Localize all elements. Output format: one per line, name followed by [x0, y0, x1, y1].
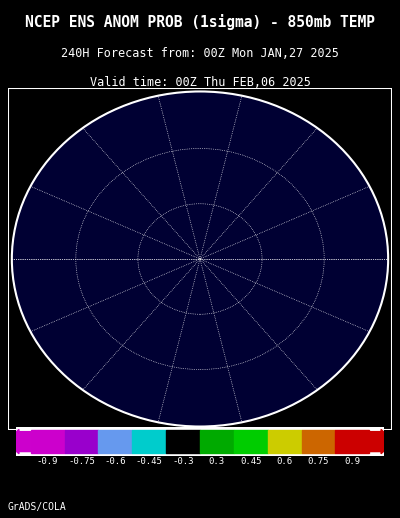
- Bar: [200, 430, 234, 453]
- Text: -0.6: -0.6: [105, 457, 126, 466]
- Bar: [31, 430, 64, 453]
- Text: 0.3: 0.3: [209, 457, 225, 466]
- Text: 0.75: 0.75: [308, 457, 329, 466]
- Text: -0.45: -0.45: [136, 457, 163, 466]
- Bar: [64, 430, 98, 453]
- Text: 240H Forecast from: 00Z Mon JAN,27 2025: 240H Forecast from: 00Z Mon JAN,27 2025: [61, 47, 339, 60]
- Bar: [302, 430, 336, 453]
- Text: 0.6: 0.6: [276, 457, 293, 466]
- Text: Valid time: 00Z Thu FEB,06 2025: Valid time: 00Z Thu FEB,06 2025: [90, 77, 310, 90]
- Text: -0.9: -0.9: [37, 457, 58, 466]
- Bar: [336, 430, 369, 453]
- Text: -0.75: -0.75: [68, 457, 95, 466]
- Bar: [132, 430, 166, 453]
- FancyArrow shape: [6, 429, 31, 454]
- Bar: [98, 430, 132, 453]
- Text: -0.3: -0.3: [172, 457, 194, 466]
- Circle shape: [12, 92, 388, 426]
- Text: 0.45: 0.45: [240, 457, 262, 466]
- Text: GrADS/COLA: GrADS/COLA: [8, 502, 67, 512]
- Bar: [268, 430, 302, 453]
- Text: 0.9: 0.9: [344, 457, 360, 466]
- Bar: [166, 430, 200, 453]
- FancyArrow shape: [369, 429, 394, 454]
- Bar: [234, 430, 268, 453]
- Text: NCEP ENS ANOM PROB (1sigma) - 850mb TEMP: NCEP ENS ANOM PROB (1sigma) - 850mb TEMP: [25, 14, 375, 30]
